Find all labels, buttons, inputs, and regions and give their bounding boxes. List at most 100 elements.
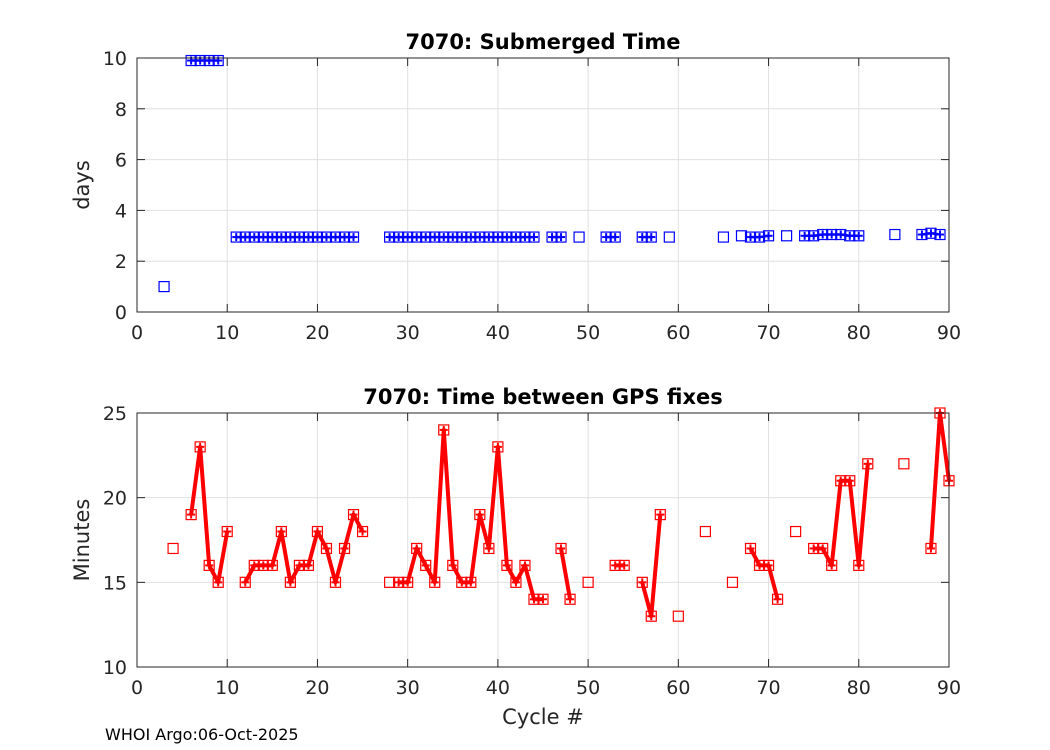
data-point-marker [501, 231, 513, 243]
data-point-marker [456, 576, 468, 588]
data-point-marker [239, 231, 251, 243]
data-point-marker [799, 230, 811, 242]
data-point-marker [916, 228, 928, 241]
x-tick-label: 90 [937, 677, 961, 699]
data-point-marker [726, 576, 739, 588]
data-point-marker [717, 231, 730, 243]
data-point-marker [808, 542, 820, 555]
data-point-marker [663, 231, 675, 243]
data-point-marker [275, 231, 287, 243]
data-point-marker [212, 54, 224, 67]
data-point-marker [275, 525, 287, 538]
data-point-marker [194, 54, 206, 67]
data-point-marker [618, 559, 630, 572]
x-tick-label: 70 [756, 677, 780, 699]
data-point-marker [402, 576, 414, 588]
data-point-marker [808, 230, 820, 242]
submerged-time-plot: 0 10 20 30 40 50 60 70 80 90 0 2 4 6 8 10 7070: Submerge… [70, 30, 961, 344]
x-tick-label: 30 [396, 677, 420, 699]
y-axis-label: days [70, 160, 94, 210]
plot-area [137, 413, 949, 667]
data-point-marker [203, 54, 215, 67]
data-point-marker [284, 576, 296, 588]
data-point-marker [465, 231, 477, 243]
data-point-marker [257, 231, 269, 243]
x-tick-label: 0 [131, 677, 143, 699]
data-point-marker [817, 228, 829, 241]
x-tick-label: 70 [756, 322, 780, 344]
x-tick-label: 10 [215, 677, 239, 699]
data-point-marker [510, 576, 522, 588]
data-point-marker [266, 559, 278, 572]
data-point-marker [420, 559, 432, 572]
data-point-marker [411, 542, 423, 555]
data-point-marker [744, 542, 757, 555]
data-point-marker [672, 610, 684, 622]
data-point-marker [573, 231, 585, 243]
x-tick-label: 60 [666, 322, 690, 344]
data-point-marker [329, 231, 342, 243]
footer-credit: WHOI Argo:06-Oct-2025 [105, 725, 299, 744]
data-point-marker [320, 542, 333, 555]
data-point-marker [474, 509, 486, 521]
data-point-marker [654, 509, 666, 521]
data-point-marker [898, 458, 910, 470]
data-point-marker [311, 525, 324, 538]
data-point-marker [302, 559, 315, 572]
data-point-marker [889, 228, 901, 241]
data-point-marker [826, 228, 838, 241]
data-point-marker [853, 230, 865, 242]
data-point-marker [744, 231, 757, 243]
data-point-marker [519, 231, 531, 243]
x-tick-label: 10 [215, 322, 239, 344]
data-point-marker [780, 230, 793, 242]
data-point-marker [438, 424, 450, 436]
data-point-marker [853, 559, 865, 572]
data-point-marker [555, 542, 567, 555]
data-point-marker [699, 525, 712, 538]
data-point-marker [465, 576, 477, 588]
data-point-marker [393, 576, 405, 588]
data-point-marker [862, 458, 874, 470]
data-point-marker [429, 231, 441, 243]
data-point-marker [645, 610, 657, 622]
data-point-marker [753, 559, 766, 572]
series-line [559, 548, 573, 600]
data-point-marker [925, 227, 937, 239]
data-point-marker [239, 576, 251, 588]
data-point-marker [158, 281, 170, 293]
x-tick-label: 50 [576, 322, 600, 344]
data-point-marker [347, 231, 360, 243]
data-point-marker [203, 559, 215, 572]
data-point-marker [519, 559, 531, 572]
data-point-marker [609, 559, 621, 572]
data-point-marker [311, 231, 324, 243]
data-point-marker [483, 542, 495, 555]
data-point-marker [329, 576, 342, 588]
data-point-marker [835, 228, 847, 241]
data-point-marker [194, 441, 206, 453]
data-point-marker [338, 231, 351, 243]
data-point-marker [420, 231, 432, 243]
data-point-marker [456, 231, 468, 243]
y-axis-label: Minutes [70, 499, 94, 582]
plot-area [137, 58, 949, 312]
data-point-marker [501, 559, 513, 572]
data-point-marker [636, 231, 648, 243]
data-point-marker [230, 231, 242, 243]
y-tick-label: 2 [115, 251, 127, 273]
data-point-marker [185, 54, 197, 67]
data-point-marker [338, 542, 351, 555]
y-tick-label: 4 [115, 200, 127, 222]
data-point-marker [555, 231, 567, 243]
data-point-marker [609, 231, 621, 243]
data-point-marker [537, 593, 549, 605]
data-point-marker [474, 231, 486, 243]
data-point-marker [411, 231, 423, 243]
data-point-marker [762, 559, 775, 572]
data-point-marker [817, 542, 829, 555]
x-tick-label: 80 [847, 322, 871, 344]
data-point-marker [302, 231, 315, 243]
data-point-marker [221, 525, 233, 538]
